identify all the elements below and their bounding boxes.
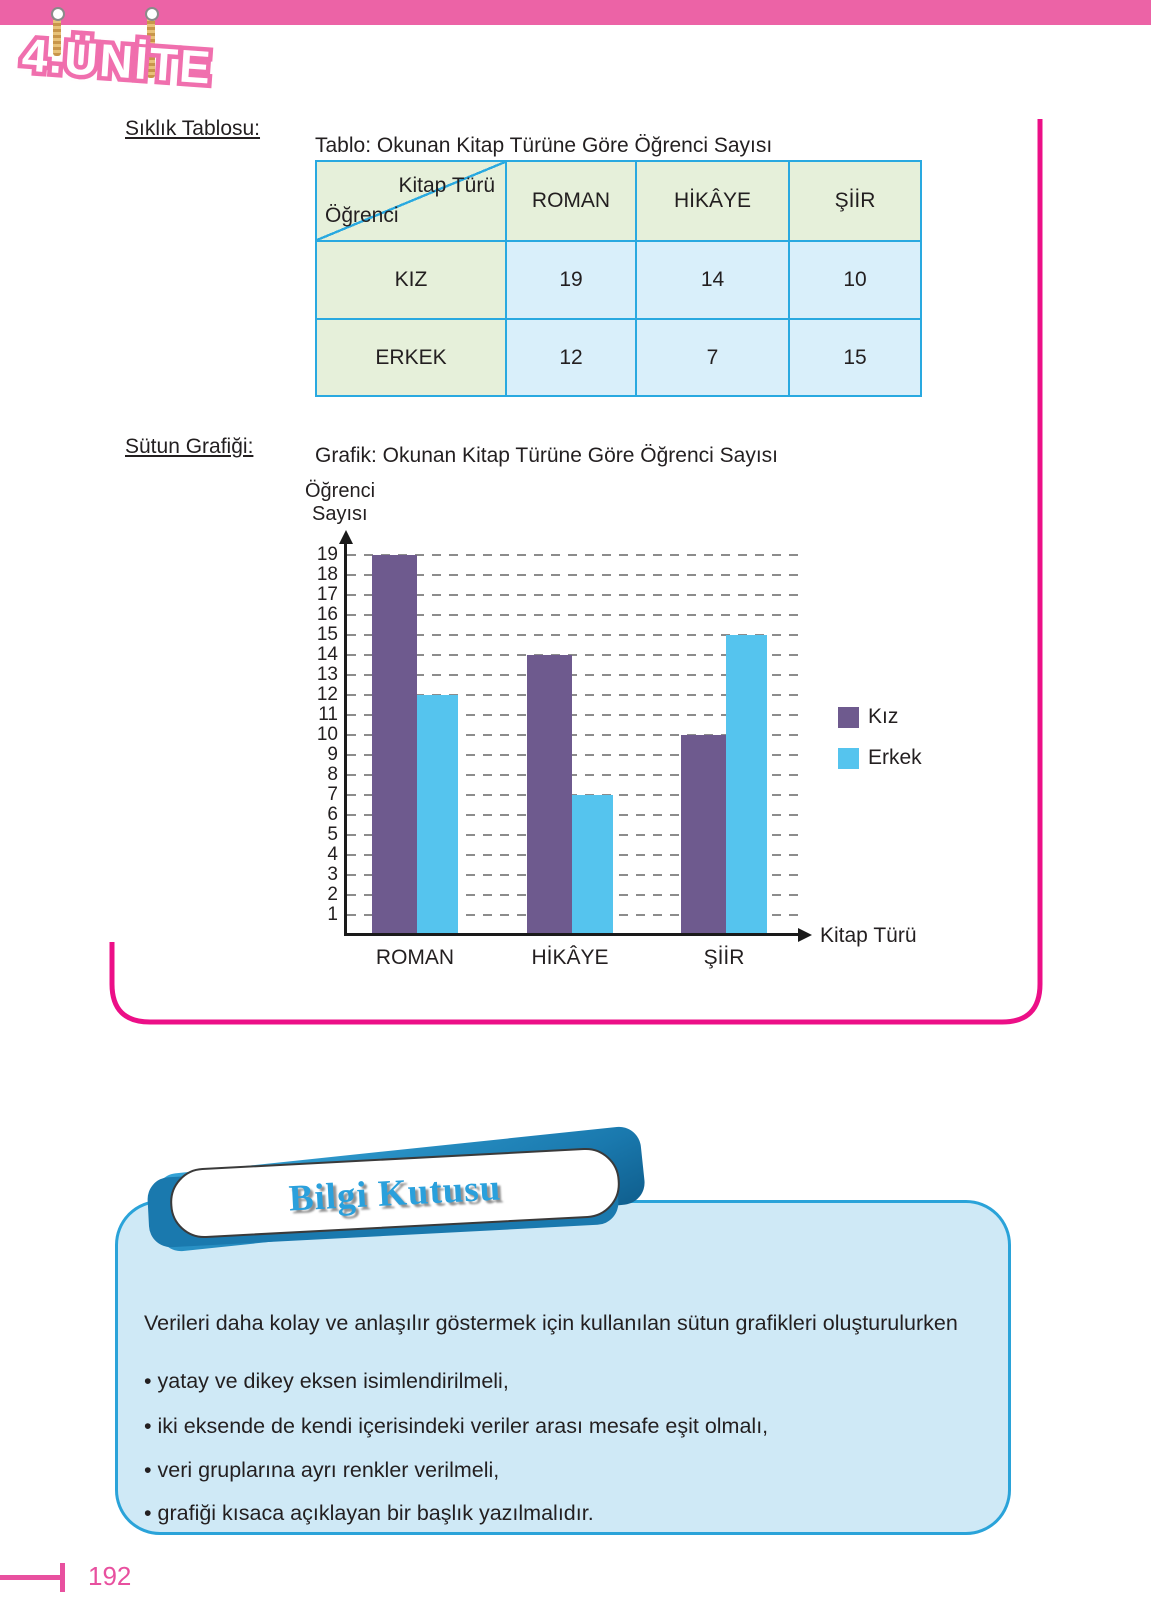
header-pink-bar — [0, 0, 1151, 25]
bar-erkek-hi̇kâye — [572, 795, 613, 935]
info-box: Verileri daha kolay ve anlaşılır gösterm… — [115, 1200, 1011, 1535]
column-header-roman: ROMAN — [505, 160, 637, 242]
bar-kız-hi̇kâye — [527, 655, 572, 935]
y-tick-label: 18 — [316, 564, 338, 585]
y-tick-label: 5 — [327, 824, 338, 845]
table-title: Tablo: Okunan Kitap Türüne Göre Öğrenci … — [315, 134, 773, 157]
badge-title: Bilgi Kutusu — [287, 1166, 503, 1220]
frequency-table-heading: Sıklık Tablosu: — [125, 117, 261, 140]
legend-item: Erkek — [838, 746, 922, 770]
y-tick-label: 16 — [316, 604, 338, 625]
table-row: KIZ 19 14 10 — [315, 240, 922, 320]
y-tick-label: 7 — [327, 784, 338, 805]
x-category-label: HİKÂYE — [531, 946, 609, 969]
footer-rule-tick — [60, 1563, 65, 1592]
y-tick-label: 13 — [316, 664, 338, 685]
info-box-bullet: grafiği kısaca açıklayan bir başlık yazı… — [144, 1501, 984, 1526]
row-label-erkek: ERKEK — [315, 318, 507, 397]
row-label-kiz: KIZ — [315, 240, 507, 320]
y-tick-label: 9 — [327, 744, 338, 765]
plot-area — [347, 535, 807, 935]
legend-label: Kız — [868, 705, 899, 728]
cell-erkek-roman: 12 — [505, 318, 637, 397]
legend-swatch-icon — [838, 706, 859, 728]
corner-label-ogrenci: Öğrenci — [325, 204, 399, 227]
hanging-rope-icon — [51, 7, 65, 56]
y-tick-label: 6 — [327, 804, 338, 825]
bar-chart-heading: Sütun Grafiği: — [125, 435, 254, 458]
cell-erkek-siir: 15 — [788, 318, 922, 397]
y-tick-label: 19 — [316, 544, 338, 565]
table-corner-cell: Kitap Türü Öğrenci — [315, 160, 507, 242]
cell-kiz-siir: 10 — [788, 240, 922, 320]
cell-erkek-hikaye: 7 — [635, 318, 790, 397]
y-tick-label: 3 — [327, 864, 338, 885]
y-tick-label: 10 — [316, 724, 338, 745]
info-box-bullet: iki eksende de kendi içerisindeki verile… — [144, 1414, 984, 1439]
frequency-table: Kitap Türü Öğrenci ROMAN HİKÂYE ŞİİR KIZ… — [315, 160, 922, 397]
info-box-bullet: yatay ve dikey eksen isimlendirilmeli, — [144, 1369, 984, 1394]
y-axis-tick-labels: 1 2 3 4 5 6 7 8 9 10 11 12 13 14 15 16 17 18 19 — [290, 535, 338, 935]
chart-legend: Kız Erkek — [838, 705, 922, 787]
bar-kız-şi̇i̇r — [681, 735, 726, 935]
x-axis-line — [344, 933, 800, 936]
x-axis-title: Kitap Türü — [820, 924, 917, 947]
info-box-intro: Verileri daha kolay ve anlaşılır gösterm… — [144, 1311, 958, 1335]
column-header-hikaye: HİKÂYE — [635, 160, 790, 242]
x-category-labels: ROMAN HİKÂYE ŞİİR — [347, 946, 807, 976]
y-tick-label: 14 — [316, 644, 338, 665]
hanging-rope-icon — [145, 7, 159, 78]
y-tick-label: 1 — [327, 904, 338, 925]
bar-erkek-roman — [417, 695, 458, 935]
page-number: 192 — [88, 1561, 132, 1591]
y-tick-label: 4 — [327, 844, 338, 865]
bar-erkek-şi̇i̇r — [726, 635, 767, 935]
y-tick-label: 17 — [316, 584, 338, 605]
y-axis-title: Öğrenci Sayısı — [305, 480, 375, 526]
legend-swatch-icon — [838, 747, 859, 769]
y-tick-label: 2 — [327, 884, 338, 905]
x-category-label: ROMAN — [375, 946, 455, 969]
y-axis-title-line1: Öğrenci — [305, 480, 376, 502]
footer-rule — [0, 1575, 62, 1580]
unit-badge: 4.ÜNİTE — [16, 24, 219, 98]
y-tick-label: 15 — [316, 624, 338, 645]
corner-label-kitap-turu: Kitap Türü — [398, 174, 496, 197]
table-header-row: Kitap Türü Öğrenci ROMAN HİKÂYE ŞİİR — [315, 160, 922, 242]
legend-label: Erkek — [868, 746, 922, 769]
cell-kiz-hikaye: 14 — [635, 240, 790, 320]
y-tick-label: 11 — [318, 704, 338, 725]
legend-item: Kız — [838, 705, 922, 729]
info-box-bullet: veri gruplarına ayrı renkler verilmeli, — [144, 1458, 984, 1483]
info-box-badge: Bilgi Kutusu — [146, 1124, 658, 1254]
y-tick-label: 12 — [316, 684, 338, 705]
x-axis-arrow-icon — [798, 927, 812, 942]
cell-kiz-roman: 19 — [505, 240, 637, 320]
table-row: ERKEK 12 7 15 — [315, 318, 922, 397]
y-axis-title-line2: Sayısı — [312, 503, 368, 525]
y-tick-label: 8 — [327, 764, 338, 785]
bar-kız-roman — [372, 555, 417, 935]
x-category-label: ŞİİR — [703, 946, 745, 969]
column-header-siir: ŞİİR — [788, 160, 922, 242]
chart-title: Grafik: Okunan Kitap Türüne Göre Öğrenci… — [315, 444, 778, 467]
